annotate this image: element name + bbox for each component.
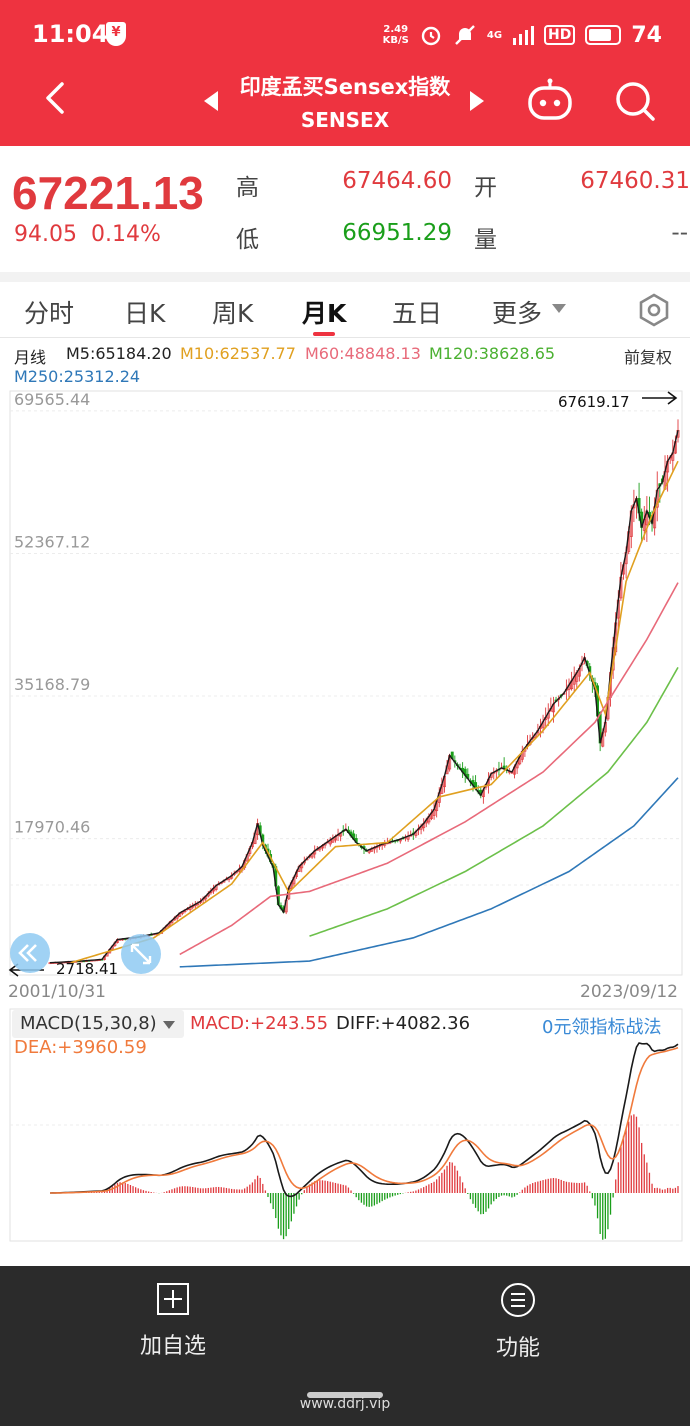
y-tick-label: 52367.12 [14, 532, 90, 551]
active-tab-indicator [313, 332, 335, 336]
net-speed: 2.49 KB/S [382, 24, 409, 46]
battery-icon [585, 25, 622, 45]
tab-weekly[interactable]: 周K [212, 299, 254, 328]
y-tick-label: 17970.46 [14, 818, 90, 837]
robot-icon[interactable] [526, 78, 574, 122]
dea-value: DEA:+3960.59 [14, 1037, 147, 1058]
y-tick-label: 69565.44 [14, 390, 90, 409]
ma60-value: M60:48848.13 [305, 344, 421, 363]
volume-value: -- [671, 220, 688, 246]
index-code: SENSEX [300, 108, 390, 132]
tab-daily[interactable]: 日K [124, 299, 166, 328]
tab-more[interactable]: 更多 [492, 299, 543, 328]
battery-level: 74 [631, 22, 662, 48]
diff-value: DIFF:+4082.36 [336, 1013, 471, 1034]
shield-icon: ¥ [106, 22, 126, 46]
status-bar: 11:04 ¥ 2.49 KB/S 4G HD 74 [0, 0, 690, 70]
functions-label: 功能 [495, 1336, 540, 1361]
ma-line-m120 [309, 666, 679, 937]
mute-icon [455, 25, 475, 45]
page-title: 印度孟买Sensex指数 SENSEX [190, 72, 500, 138]
status-icons: 2.49 KB/S 4G HD 74 [383, 18, 662, 52]
high-label: 高 [236, 175, 259, 201]
tab-five-day[interactable]: 五日 [392, 299, 443, 328]
min-price-label: 2718.41 [56, 960, 118, 978]
open-value: 67460.31 [580, 168, 690, 194]
menu-icon [501, 1283, 535, 1317]
ma-line-m10 [70, 460, 679, 964]
low-label: 低 [236, 227, 259, 253]
adjust-mode[interactable]: 前复权 [624, 348, 673, 367]
settings-icon[interactable] [636, 292, 672, 328]
y-tick-label: 35168.79 [14, 675, 90, 694]
low-value: 66951.29 [342, 220, 452, 246]
max-price-label: 67619.17 [558, 393, 630, 411]
expand-icon[interactable] [121, 934, 161, 974]
bottom-toolbar: 加自选 功能 [0, 1266, 690, 1426]
top-bar: 11:04 ¥ 2.49 KB/S 4G HD 74 印度孟买Sensex指数 … [0, 0, 690, 146]
section-divider [0, 272, 690, 282]
status-time: 11:04 [32, 20, 109, 48]
tab-intraday[interactable]: 分时 [24, 299, 75, 328]
price-change: 94.05 0.14% [14, 222, 161, 247]
diff-line [49, 1042, 679, 1198]
quote-panel: 67221.13 94.05 0.14% 高 67464.60 开 67460.… [0, 146, 690, 280]
alarm-icon [421, 26, 441, 46]
ma10-value: M10:62537.77 [180, 344, 296, 363]
x-end-date: 2023/09/12 [580, 982, 678, 1002]
macd-chart[interactable] [0, 1005, 690, 1255]
x-start-date: 2001/10/31 [8, 982, 106, 1002]
candlestick-chart[interactable]: 69565.44 52367.12 35168.79 17970.46 6761… [0, 385, 690, 1005]
caret-down-icon[interactable] [552, 304, 566, 313]
ma-line-m60 [179, 582, 679, 956]
prev-index-icon[interactable] [204, 91, 218, 111]
ma5-line [49, 430, 679, 964]
ma250-value: M250:25312.24 [14, 367, 141, 386]
add-watchlist-label: 加自选 [139, 1334, 206, 1359]
ma120-value: M120:38628.65 [429, 344, 556, 363]
ma-line-m250 [179, 777, 679, 968]
last-price: 67221.13 [12, 167, 204, 219]
chart-frame [9, 390, 683, 976]
high-value: 67464.60 [342, 168, 452, 194]
max-arrow-icon [642, 391, 678, 405]
next-index-icon[interactable] [470, 91, 484, 111]
indicator-selector[interactable] [12, 1010, 184, 1038]
index-name: 印度孟买Sensex指数 [239, 75, 451, 99]
period-tabs: 分时 日K 周K 月K 五日 更多 [0, 282, 690, 338]
tab-monthly[interactable]: 月K [302, 299, 347, 328]
signal-icon [513, 26, 535, 45]
ma-title: 月线 [14, 348, 47, 367]
open-label: 开 [474, 175, 497, 201]
add-watchlist-button[interactable]: 加自选 [98, 1282, 248, 1360]
back-icon[interactable] [38, 80, 74, 116]
ma5-value: M5:65184.20 [66, 344, 172, 363]
search-icon[interactable] [612, 78, 658, 124]
hd-badge: HD [544, 25, 576, 45]
dea-line [49, 1046, 679, 1194]
caret-down-icon[interactable] [163, 1021, 175, 1029]
network-type: 4G [486, 29, 503, 41]
functions-button[interactable]: 功能 [443, 1282, 593, 1362]
home-indicator [307, 1392, 383, 1398]
volume-label: 量 [474, 227, 497, 253]
macd-params[interactable]: MACD(15,30,8) [20, 1013, 157, 1034]
indicator-promo-link[interactable]: 0元领指标战法 [542, 1017, 662, 1038]
macd-value: MACD:+243.55 [190, 1013, 329, 1034]
watermark-url: www.ddrj.vip [299, 1396, 391, 1412]
scroll-left-icon[interactable] [10, 933, 50, 973]
add-icon [157, 1283, 189, 1315]
